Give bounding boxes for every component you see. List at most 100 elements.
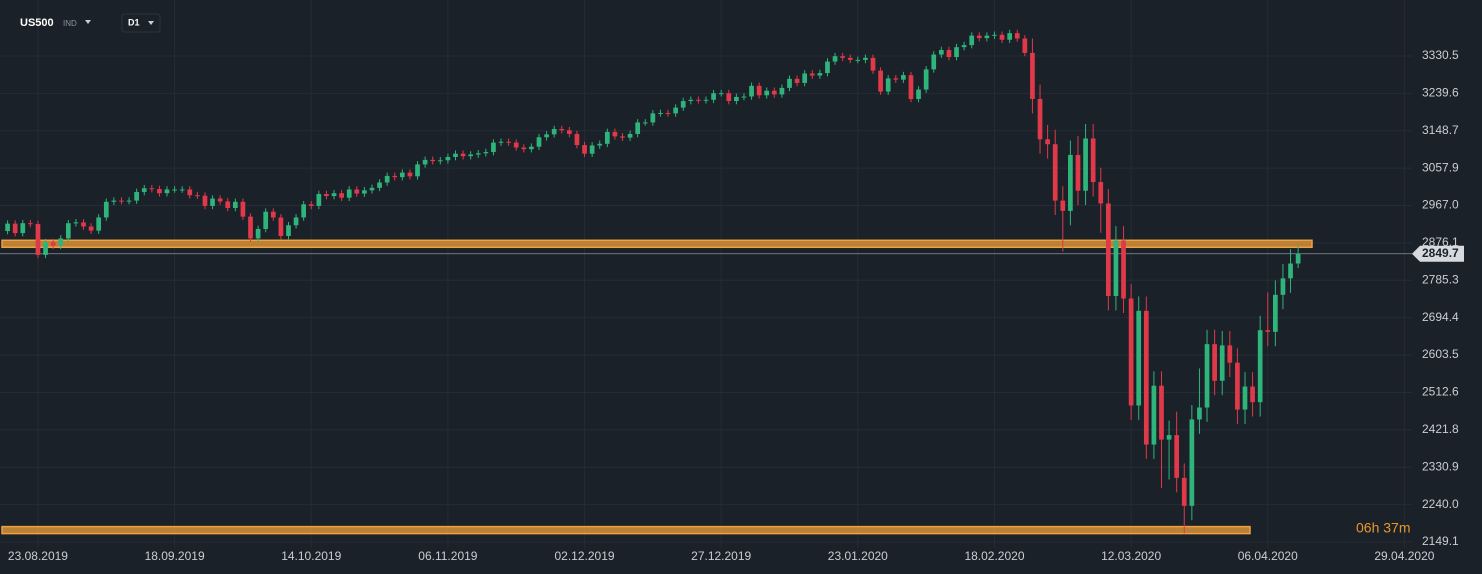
- candle-body: [399, 172, 405, 178]
- candle-body: [28, 223, 33, 225]
- candle-body: [718, 93, 724, 95]
- levels: [0, 239, 1412, 535]
- candle-body: [756, 85, 762, 96]
- candle-body: [787, 78, 792, 88]
- x-tick-label: 02.12.2019: [555, 549, 615, 563]
- timeframe-dropdown[interactable]: [148, 21, 154, 25]
- candle-body: [604, 131, 610, 144]
- candle-body: [1280, 278, 1286, 295]
- x-tick-label: 18.09.2019: [145, 549, 205, 563]
- candle-body: [286, 225, 291, 236]
- candle-body: [392, 175, 398, 178]
- candle-body: [696, 99, 701, 101]
- candle-body: [1075, 154, 1081, 191]
- candle-body: [840, 56, 845, 58]
- candle-body: [1295, 253, 1301, 264]
- candle-body: [278, 217, 284, 236]
- candle-body: [141, 188, 147, 192]
- candle-body: [567, 130, 572, 134]
- candle-body: [1052, 144, 1058, 201]
- candle-body: [384, 175, 390, 183]
- y-tick-label: 2694.4: [1422, 310, 1459, 324]
- candle-body: [362, 190, 367, 194]
- candle-body: [612, 131, 618, 137]
- candle-body: [734, 96, 739, 102]
- candle-body: [1045, 139, 1050, 145]
- countdown: 06h 37m: [1356, 520, 1410, 536]
- candle-body: [779, 87, 785, 95]
- candle-body: [407, 172, 413, 177]
- y-tick-label: 2876.1: [1422, 235, 1459, 249]
- y-tick-label: 2512.6: [1422, 385, 1459, 399]
- candle-body: [58, 238, 64, 246]
- candle-body: [544, 134, 549, 138]
- candle-body: [582, 145, 587, 154]
- candle-body: [1151, 385, 1157, 445]
- symbol[interactable]: US500: [20, 17, 54, 29]
- symbol-dropdown[interactable]: [85, 20, 91, 24]
- candle-body: [346, 189, 352, 198]
- candle-body: [847, 57, 853, 60]
- timeframe[interactable]: D1: [128, 17, 140, 27]
- candle-body: [923, 69, 929, 90]
- candle-body: [1128, 298, 1134, 406]
- candle-body: [650, 113, 656, 123]
- y-tick-label: 2603.5: [1422, 347, 1459, 361]
- candle-body: [931, 54, 937, 70]
- candle-body: [1288, 263, 1293, 279]
- candle-body: [901, 75, 906, 80]
- candle-body: [559, 129, 565, 131]
- candle-body: [1007, 33, 1013, 40]
- candle-body: [324, 194, 329, 197]
- candle-body: [187, 189, 193, 196]
- candle-body: [627, 133, 633, 138]
- candle-body: [794, 78, 800, 83]
- candle-body: [1014, 33, 1020, 39]
- candle-body: [802, 73, 808, 83]
- candle-body: [35, 224, 41, 255]
- candle-body: [1159, 385, 1164, 440]
- candle-body: [422, 159, 428, 165]
- candle-body: [741, 96, 747, 98]
- current-price-tag: [1412, 245, 1464, 262]
- candle-body: [293, 217, 299, 226]
- candle-body: [20, 223, 26, 234]
- candle-body: [195, 195, 200, 197]
- candle-body: [1037, 98, 1043, 140]
- y-tick-label: 3330.5: [1422, 48, 1459, 62]
- candle-body: [339, 193, 344, 198]
- candle-body: [453, 153, 458, 157]
- candle-body: [1136, 310, 1142, 406]
- candle-body: [498, 141, 504, 143]
- current-price-label: 2849.7: [1422, 246, 1459, 260]
- header: US500 IND D1: [20, 13, 161, 33]
- candle-body: [12, 223, 18, 234]
- candle-body: [483, 152, 489, 154]
- candle-body: [870, 57, 876, 71]
- timeframe-box[interactable]: [121, 13, 161, 33]
- candle-body: [164, 189, 170, 194]
- candle-body: [688, 99, 694, 102]
- candle-body: [50, 242, 56, 246]
- candle-body: [832, 56, 838, 62]
- candle-body: [878, 70, 883, 92]
- candle-body: [809, 73, 815, 76]
- candle-body: [415, 164, 420, 177]
- candle-body: [764, 90, 770, 96]
- candle-body: [1242, 386, 1248, 410]
- candle-body: [1181, 477, 1187, 506]
- y-tick-label: 2421.8: [1422, 422, 1459, 436]
- candle-body: [1219, 345, 1225, 381]
- candle-body: [893, 78, 899, 80]
- candle-body: [301, 204, 307, 218]
- axes: 2149.1 2240.0 2330.9 2421.8 2512.6 2603.5 2694…: [8, 48, 1464, 563]
- candle-body: [999, 34, 1005, 40]
- candle-body: [377, 182, 382, 188]
- candle-body: [1143, 310, 1149, 445]
- candle-body: [157, 189, 162, 194]
- candle-body: [263, 211, 269, 229]
- candle-body: [468, 154, 474, 157]
- candle-body: [354, 189, 360, 194]
